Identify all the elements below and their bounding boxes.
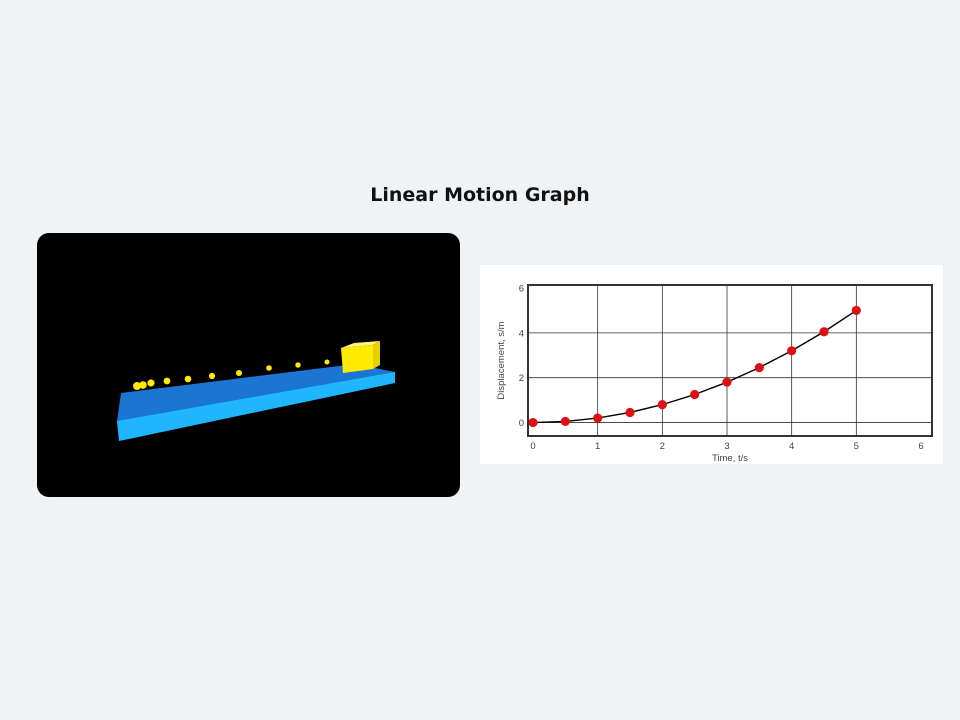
- trail-dot: [184, 375, 192, 383]
- block-top-face: [341, 341, 380, 348]
- x-tick-label: 1: [595, 441, 600, 452]
- block-front-face: [341, 345, 373, 373]
- chart-svg: 0 1 2 3 4 5 6 0 2 4 6 Time, t/s Displacement, s/m: [496, 284, 933, 464]
- x-tick-label: 6: [918, 441, 923, 452]
- x-tick-label: 2: [660, 441, 665, 452]
- track-front-face: [117, 372, 395, 441]
- plot-frame: [527, 284, 933, 437]
- chart-series: [528, 305, 861, 428]
- block-side-face: [373, 341, 380, 369]
- x-axis-label: Time, t/s: [712, 453, 748, 464]
- chart-grid: [528, 285, 932, 436]
- data-point[interactable]: [851, 305, 861, 316]
- data-point[interactable]: [690, 389, 700, 400]
- trail-dot: [208, 372, 216, 380]
- y-tick-label: 0: [519, 418, 524, 429]
- chart-ticks: 0 1 2 3 4 5 6 0 2 4 6: [519, 284, 924, 453]
- trail-dot: [324, 359, 330, 365]
- track-top-face: [117, 364, 395, 421]
- x-tick-label: 0: [530, 441, 535, 452]
- trail-dot: [133, 382, 141, 390]
- data-point[interactable]: [819, 327, 829, 337]
- trail-dot: [163, 377, 171, 385]
- motion-scene-canvas[interactable]: [37, 233, 460, 497]
- displacement-time-chart: 0 1 2 3 4 5 6 0 2 4 6 Time, t/s Displacement, s/m: [480, 265, 943, 464]
- x-tick-label: 4: [789, 441, 794, 452]
- data-point[interactable]: [657, 400, 667, 410]
- data-point[interactable]: [593, 413, 603, 423]
- page-title: Linear Motion Graph: [370, 184, 590, 206]
- data-point[interactable]: [754, 363, 764, 373]
- trail-dot: [147, 379, 155, 387]
- trail-dot: [139, 381, 147, 389]
- trail-dot: [295, 362, 301, 368]
- data-point[interactable]: [560, 416, 570, 427]
- data-point[interactable]: [787, 346, 797, 356]
- x-tick-label: 3: [724, 441, 729, 452]
- y-tick-label: 4: [519, 328, 524, 339]
- data-point[interactable]: [722, 377, 732, 387]
- x-tick-label: 5: [854, 441, 859, 452]
- y-axis-label: Displacement, s/m: [496, 321, 507, 399]
- data-point[interactable]: [528, 417, 538, 428]
- y-tick-label: 2: [519, 373, 524, 384]
- series-line: [532, 309, 857, 424]
- trail-dots: [133, 359, 330, 390]
- y-tick-label: 6: [519, 284, 524, 295]
- trail-dot: [236, 370, 242, 376]
- trail-dot: [266, 365, 272, 371]
- motion-scene-svg: [117, 341, 395, 441]
- moving-block[interactable]: [341, 341, 380, 373]
- data-point[interactable]: [625, 407, 635, 418]
